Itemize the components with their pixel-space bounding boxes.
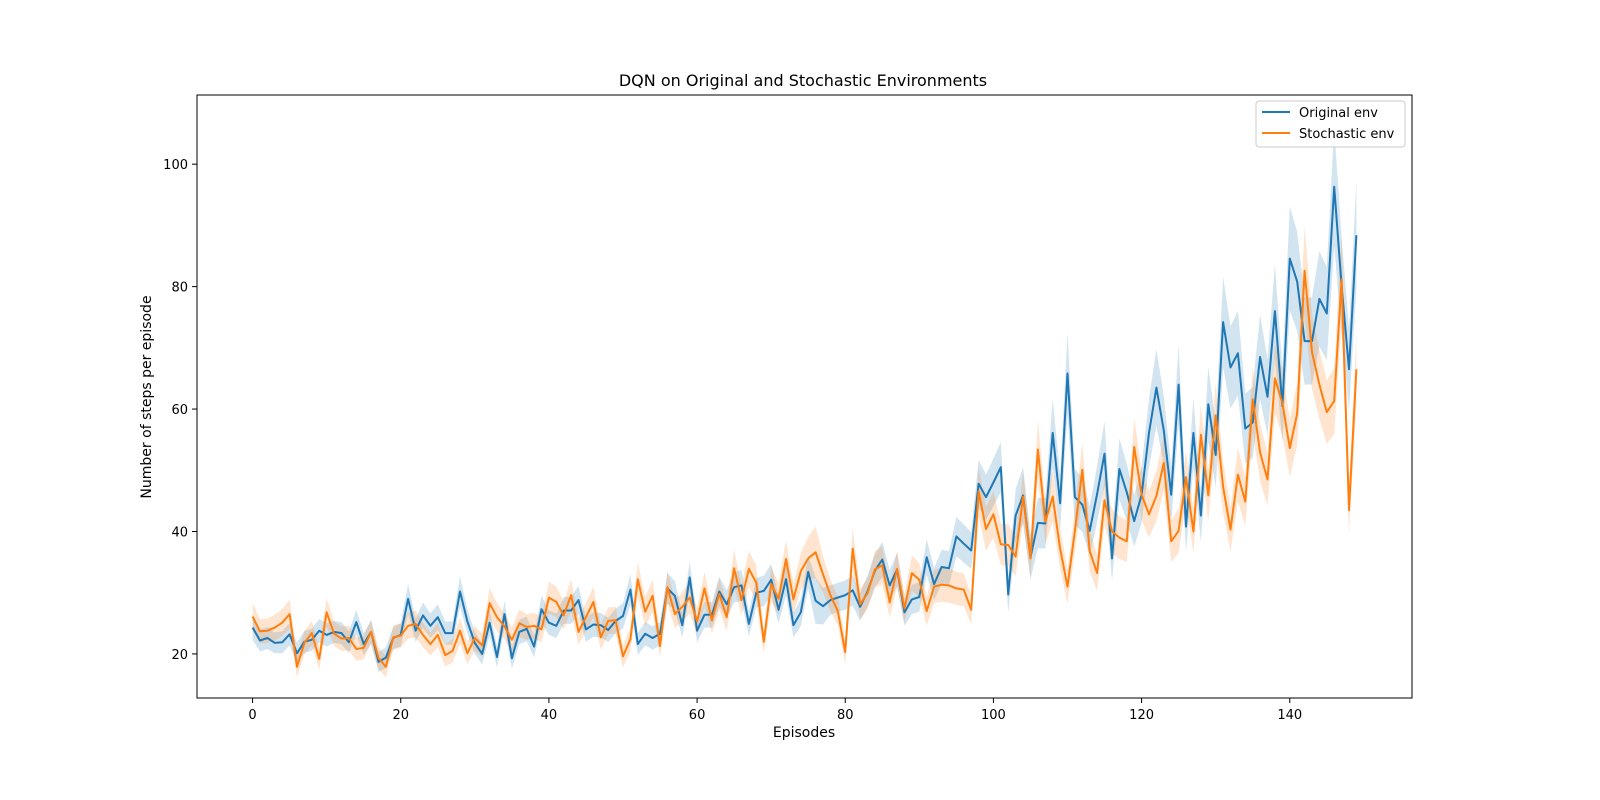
y-axis-label: Number of steps per episode — [139, 295, 155, 498]
y-tick-label: 40 — [171, 525, 188, 540]
x-axis: 0 20 40 60 80 100 120 140 — [248, 698, 1302, 723]
x-tick-label: 120 — [1129, 708, 1154, 723]
x-tick-label: 40 — [541, 708, 558, 723]
legend: Original env Stochastic env — [1255, 100, 1406, 148]
y-axis: 20 40 60 80 100 — [163, 158, 197, 663]
legend-label: Original env — [1299, 106, 1378, 121]
x-tick-label: 0 — [248, 708, 256, 723]
y-tick-label: 80 — [171, 281, 188, 296]
line-series-0 — [251, 185, 1358, 663]
x-tick-label: 100 — [981, 708, 1006, 723]
x-tick-label: 80 — [837, 708, 854, 723]
x-tick-label: 20 — [392, 708, 409, 723]
chart-title: DQN on Original and Stochastic Environme… — [619, 71, 987, 90]
line-series-1 — [251, 269, 1358, 668]
series-lines — [251, 185, 1358, 668]
x-tick-label: 60 — [689, 708, 706, 723]
legend-box — [1255, 100, 1406, 148]
legend-label: Stochastic env — [1299, 127, 1395, 142]
y-tick-label: 100 — [163, 158, 188, 173]
x-axis-label: Episodes — [773, 725, 835, 741]
y-tick-label: 60 — [171, 403, 188, 418]
plot-frame — [196, 94, 1413, 699]
y-tick-label: 20 — [171, 648, 188, 663]
x-tick-label: 140 — [1277, 708, 1302, 723]
